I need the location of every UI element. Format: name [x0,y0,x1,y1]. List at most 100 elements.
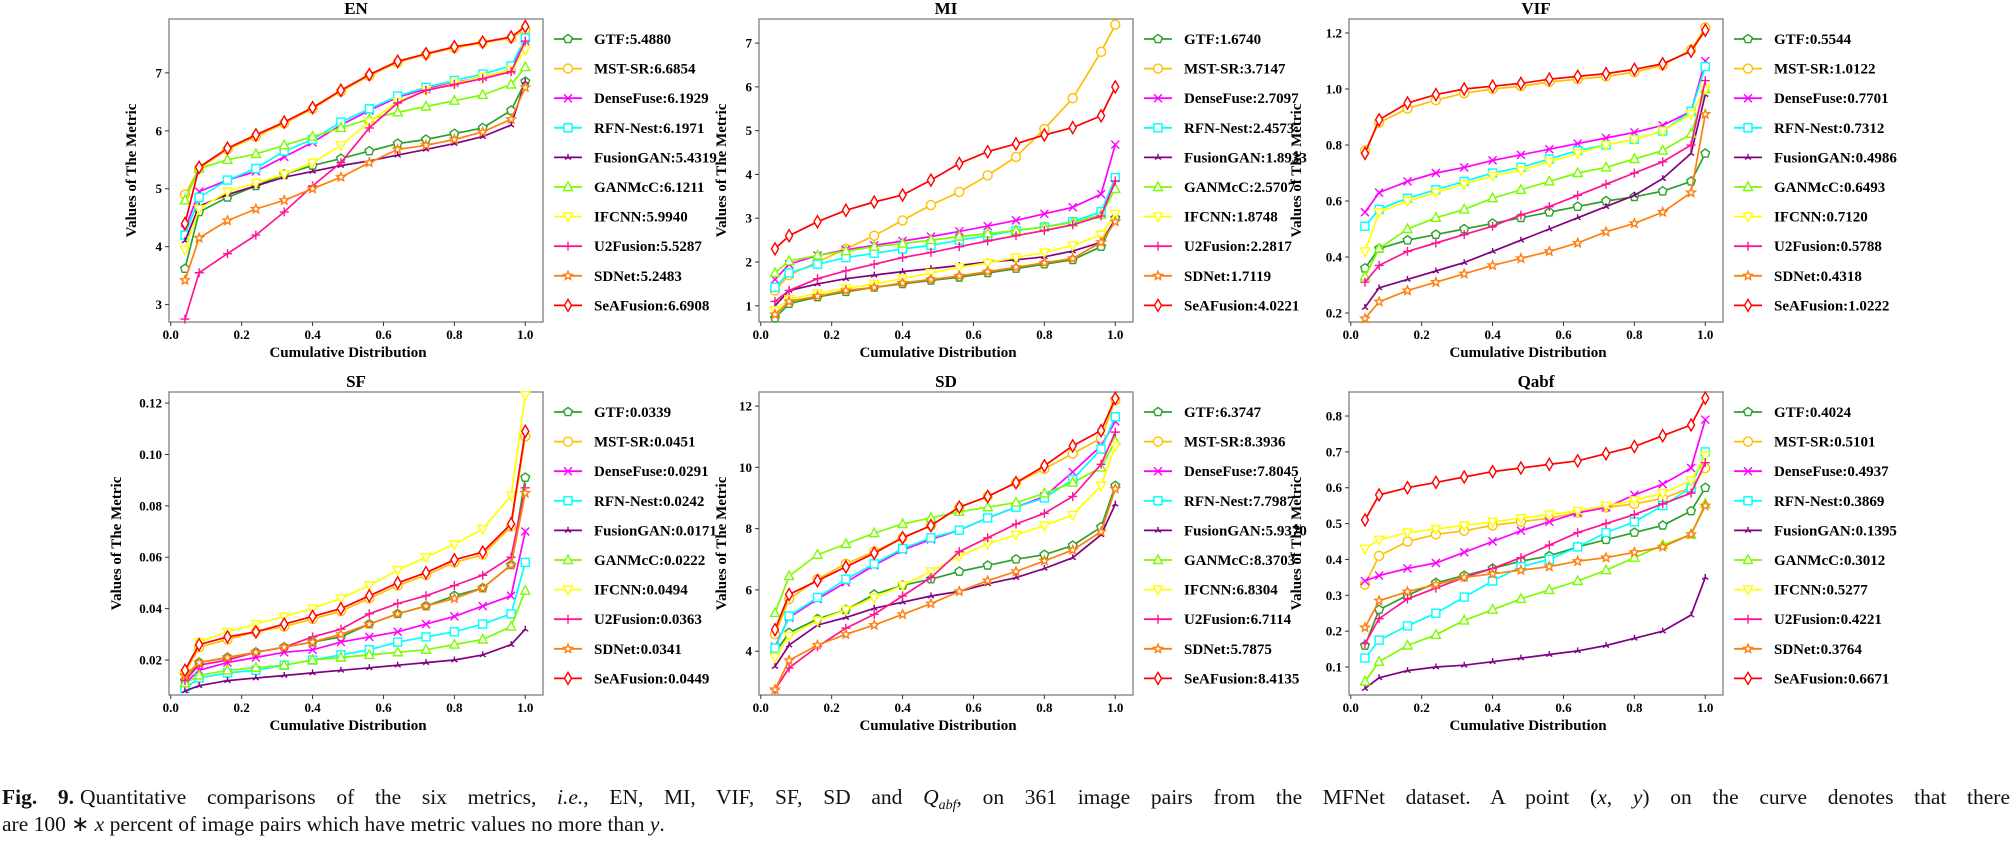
x-axis-label: Cumulative Distribution [859,718,1017,734]
legend-label: FusionGAN:5.9370 [1184,523,1307,539]
legend-item: SeAFusion:6.6908 [554,298,709,314]
legend-marker-icon [1742,553,1754,565]
legend-label: GANMcC:6.1211 [594,180,704,196]
data-point-marker [954,156,964,171]
data-point-marker [1515,165,1527,177]
data-point-marker [770,282,780,293]
data-point-marker [1375,284,1383,291]
data-point-marker [1374,260,1384,270]
data-point-marker [1066,252,1079,264]
data-point-marker [1109,215,1122,227]
legend-item: GANMcC:2.5707 [1144,180,1296,196]
legend-marker-icon [1743,241,1753,251]
data-point-marker [193,656,206,668]
data-point-marker [363,617,376,630]
legend-item: RFN-Nest:0.0242 [554,494,704,510]
data-point-marker [1516,150,1526,160]
series-line [184,431,527,671]
legend-marker-icon [1152,585,1164,597]
legend-label: FusionGAN:5.4319 [594,150,717,166]
chart-sd: SD 0.0 0.2 0.4 0.6 0.8 1.0 4 6 8 10 12 Cumulative Di… [714,372,1307,734]
data-point-marker [251,163,261,174]
legend-label: IFCNN:0.5277 [1774,583,1868,599]
data-point-marker [870,604,878,611]
series-sdnet [768,215,1122,320]
data-point-marker [1430,211,1442,223]
series-line [1364,397,1707,521]
data-point-marker [449,611,459,621]
data-point-marker [1430,628,1442,639]
y-tick-label: 4 [746,644,753,659]
legend-marker-icon [1153,496,1163,506]
data-point-marker [954,566,965,576]
legend-marker-icon [563,466,573,476]
data-point-marker [337,666,345,673]
series-line [1364,487,1707,646]
legend-label: SeAFusion:0.0449 [594,671,709,687]
data-point-marker [783,569,795,581]
data-point-marker [1685,109,1697,121]
legend-label: GTF:5.4880 [594,32,671,48]
data-point-marker [520,557,530,568]
data-point-marker [1095,481,1107,493]
data-point-marker [448,638,461,649]
data-point-marker [1432,663,1440,670]
x-tick-label: 0.4 [894,327,911,342]
x-tick-label: 0.0 [753,700,769,715]
data-point-marker [507,641,515,648]
series-densefuse [180,36,530,234]
data-point-marker [392,565,404,577]
legend-label: RFN-Nest:6.1971 [594,121,704,137]
data-point-marker [1657,185,1668,196]
data-point-marker [924,597,937,609]
data-point-marker [896,608,909,620]
legend-marker-icon [563,93,573,103]
legend-item: FusionGAN:0.4986 [1734,150,1897,166]
y-tick-label: 0.02 [139,653,162,668]
legend-item: U2Fusion:2.2817 [1144,239,1292,255]
y-tick-label: 0.5 [1326,516,1343,531]
data-point-marker [868,281,881,293]
x-tick-label: 0.0 [1343,700,1359,715]
data-point-marker [1373,655,1385,666]
legend-label: SDNet:0.4318 [1774,269,1862,285]
legend-label: SDNet:0.3764 [1774,642,1862,658]
legend-label: SDNet:0.0341 [594,642,682,658]
legend-marker-icon [1742,180,1754,192]
data-point-marker [983,144,993,160]
legend-marker-icon [1742,406,1754,417]
data-point-marker [335,627,347,640]
data-point-marker [898,591,908,601]
data-point-marker [784,268,794,278]
data-point-marker [982,513,993,523]
data-point-marker [193,669,205,680]
series-seafusion [180,423,530,678]
legend-label: DenseFuse:7.8045 [1184,464,1299,480]
data-point-marker [1431,558,1441,568]
data-point-marker [1096,459,1106,469]
data-point-marker [393,53,403,69]
data-point-marker [478,619,488,629]
data-point-marker [1543,245,1556,257]
data-point-marker [869,194,879,210]
series-line [1364,94,1707,308]
legend-item: RFN-Nest:7.7987 [1144,494,1295,510]
series-line [1364,80,1707,283]
data-point-marker [1544,457,1554,472]
data-point-marker [1656,540,1669,552]
data-point-marker [306,635,319,648]
legend-marker-icon [1741,269,1755,281]
data-point-marker [926,573,936,583]
data-point-marker [1543,583,1555,595]
legend-marker-icon [1153,241,1163,251]
data-point-marker [519,45,531,57]
data-point-marker [1361,685,1369,692]
legend-item: SDNet:0.0341 [554,642,682,658]
data-point-marker [520,527,530,537]
caption-segment: , [1606,785,1633,809]
y-axis-label: Values of The Metric [1289,103,1305,237]
data-point-marker [1686,417,1696,433]
data-point-marker [1009,565,1023,577]
legend-item: U2Fusion:6.7114 [1144,612,1292,628]
data-point-marker [250,178,262,190]
